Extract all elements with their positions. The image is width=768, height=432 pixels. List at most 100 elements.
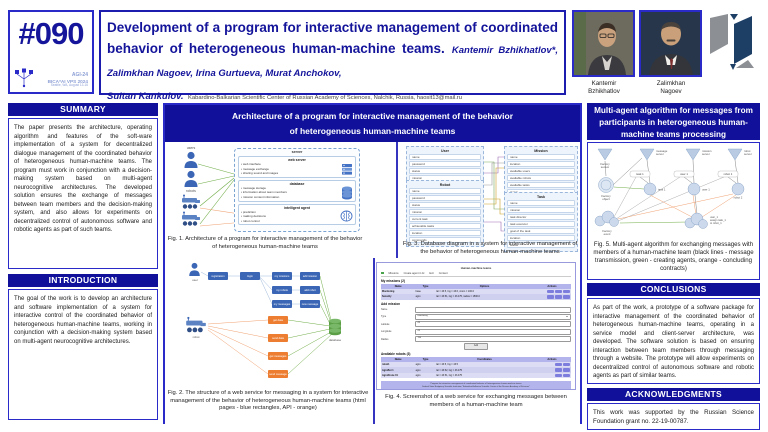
node-new-message: new message <box>300 300 320 308</box>
robot-type: agro <box>415 368 421 372</box>
introduction-heading: INTRODUCTION <box>8 274 158 287</box>
form-label: Type <box>381 315 387 319</box>
node-get-data: get data <box>268 316 288 324</box>
vertical-divider-bottom <box>373 258 375 424</box>
robot-name: robot1 <box>382 363 390 367</box>
robot-coordinates: lat = 43.5, lng = 43.5 <box>436 363 459 367</box>
nav-item: Create agent in AI <box>403 271 425 275</box>
figure-5-multiagent-diagram: Factory sensor message server mission serve… <box>587 142 760 280</box>
photo-kantemir-bzhikhatlov <box>572 10 635 77</box>
tag-robot1 <box>717 170 739 178</box>
agent-robot2-icon <box>731 182 745 196</box>
fig2-user-label: user <box>192 278 198 282</box>
tag-user1-label: user 1 <box>680 172 688 176</box>
title-box: Development of a program for interactive… <box>99 10 566 102</box>
col-type: Type <box>422 284 429 288</box>
node-get-messages: get messages <box>268 352 288 360</box>
introduction-text: The goal of the work is to develop an ar… <box>8 289 158 420</box>
form-input-longitude: 43 <box>415 328 571 335</box>
mission-name: Security <box>382 295 392 299</box>
node-add-robot: add robot <box>300 286 320 294</box>
nav-item: Missions <box>388 271 399 275</box>
robot-icon <box>186 316 206 333</box>
architecture-panel: Architecture of a program for interactiv… <box>163 103 582 424</box>
poster-title: Development of a program for interactive… <box>107 20 558 56</box>
agent-user1-label: user 1 <box>702 188 710 192</box>
acknowledgments-heading: ACKNOWLEDGMENTS <box>587 388 760 401</box>
factory-sensor-label: Factory sensor <box>600 162 610 169</box>
action-button <box>563 289 570 293</box>
photo-zalimkhan-nagoev <box>639 10 702 77</box>
server-label: server <box>291 150 303 154</box>
db-field: password <box>409 195 481 201</box>
mission-type: base <box>415 289 421 293</box>
intelligent-agent-feature: prediction <box>241 210 338 215</box>
factory-sensor-icon <box>597 148 613 161</box>
missions-table-header: Name Type Options Actions <box>381 283 571 289</box>
tag-task1 <box>629 170 651 178</box>
conference-name: AGI-24 <box>71 72 88 79</box>
server-box: server web server web interfacemessage e… <box>234 148 360 232</box>
summary-text: The paper presents the architecture, ope… <box>8 118 158 269</box>
node-login: login <box>240 272 260 280</box>
db-field: task director <box>507 214 575 220</box>
figure-1-caption: Fig. 1. Architecture of a program for in… <box>167 236 363 250</box>
agent-task1-icon <box>643 182 657 196</box>
form-input-latitude: 43 <box>415 321 571 328</box>
db-table-mission-title: Mission <box>534 149 548 153</box>
server-rack-icon <box>342 163 352 175</box>
figure-5-caption: Fig. 5. Multi-agent algorithm for exchan… <box>593 241 754 273</box>
factory-object-inner-ring <box>600 179 612 191</box>
poster-affiliation: Kabardino-Balkarian Scientific Center of… <box>188 95 462 101</box>
db-field: available tasks <box>507 182 575 188</box>
db-field: location <box>409 230 481 236</box>
robot-server-label: robot server <box>744 149 752 156</box>
figure-3-database-diagram: User name password status mission Robot nam… <box>402 144 582 252</box>
robot-type: agro <box>415 363 421 367</box>
intelligent-agent-feature: making decisions <box>241 214 338 219</box>
form-input-radius: 150 <box>415 336 571 343</box>
user-icon <box>184 170 198 187</box>
action-button <box>555 368 562 372</box>
db-field: mission <box>507 207 575 213</box>
portrait-2-image <box>641 12 700 75</box>
factory-object-icon <box>598 177 614 193</box>
conference-series: BICA*AI VPS 2024 <box>47 78 88 84</box>
db-table-task-title: Task <box>537 195 545 199</box>
db-field: password <box>409 161 481 167</box>
tag-task1-label: task 1 <box>636 172 644 176</box>
architecture-panel-heading: Architecture of a program for interactiv… <box>165 105 580 142</box>
user-icon <box>184 151 198 168</box>
node-add-mission: add mission <box>300 272 320 280</box>
institute-logo-icon <box>710 14 754 70</box>
vertical-divider-top <box>396 142 398 258</box>
db-field: available robots <box>507 175 575 181</box>
nav-item: Exit <box>429 271 434 275</box>
action-button <box>563 373 570 378</box>
mission-options: lat = 43.51, lng = 43.475, radius = 1500… <box>436 295 480 299</box>
figure-2-caption: Fig. 2. The structure of a web service f… <box>167 390 369 412</box>
form-select-type: monitoring <box>415 313 571 320</box>
db-field: status <box>409 202 481 208</box>
factory-object-label: Factory object <box>601 194 611 201</box>
node-registration: registration <box>208 272 228 280</box>
database-feature: message storage <box>241 186 339 191</box>
node-my-robots: my robots <box>272 286 292 294</box>
tag-user1 <box>673 170 695 178</box>
db-field: goal of the task <box>507 228 575 234</box>
mission-options: lat = 43.5, lng = 43.6, zoom = 100.0 <box>436 289 474 293</box>
col-name: Name <box>394 357 402 361</box>
tag-robot1-label: robot 1 <box>724 172 733 176</box>
contract-label: user_1 assign task_1 to robot_1 <box>710 215 726 225</box>
my-missions-heading: My missions (2) <box>381 278 405 283</box>
webpage-navbar: Missions Create agent in AI Exit Content <box>381 272 571 277</box>
database-feature: information about team members <box>241 190 339 195</box>
webpage-footer: Program for interactive management of co… <box>381 380 571 389</box>
db-field: name <box>409 154 481 160</box>
intelligent-agent-title: intelligent agent <box>284 205 310 210</box>
figure-4-web-screenshot: Human-machine teams Missions Create agent… <box>376 262 576 390</box>
mission-name: Monitoring <box>382 289 395 293</box>
node-send-message: send message <box>268 370 288 378</box>
col-options: Options <box>479 284 490 288</box>
col-coordinates: Coordinates <box>477 357 492 361</box>
